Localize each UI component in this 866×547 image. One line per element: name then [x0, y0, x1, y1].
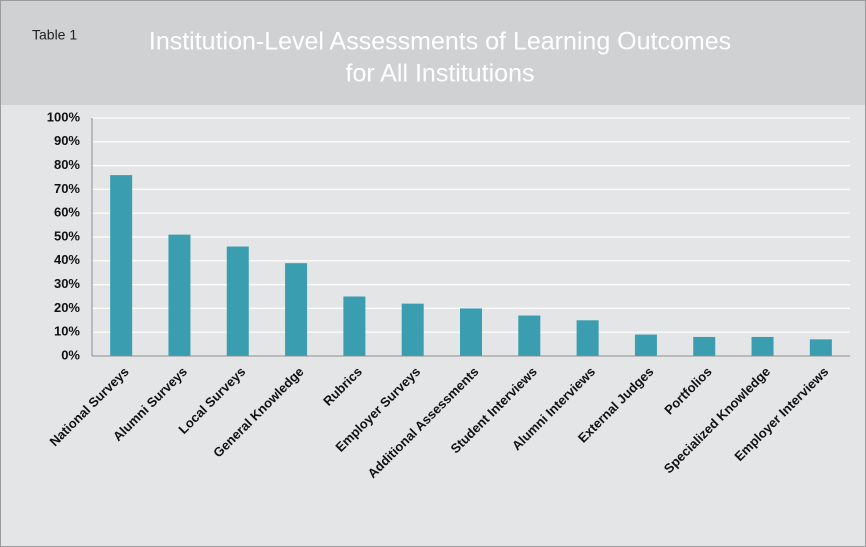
- bar: [110, 175, 133, 356]
- y-tick-label: 30%: [54, 276, 80, 291]
- bar: [576, 320, 599, 356]
- bar: [168, 234, 191, 356]
- y-tick-label: 20%: [54, 300, 80, 315]
- bar: [401, 303, 424, 356]
- bar: [809, 339, 832, 356]
- title-band: [1, 1, 865, 105]
- bar: [285, 263, 308, 356]
- y-tick-label: 50%: [54, 228, 80, 243]
- y-tick-label: 0%: [61, 347, 80, 362]
- chart-title: for All Institutions: [346, 60, 535, 88]
- bar: [693, 336, 716, 356]
- y-tick-label: 80%: [54, 157, 80, 172]
- chart-title: Institution-Level Assessments of Learnin…: [149, 28, 731, 56]
- y-tick-label: 10%: [54, 324, 80, 339]
- bar: [751, 336, 774, 356]
- bar: [518, 315, 541, 356]
- bar: [460, 308, 482, 356]
- table-label: Table 1: [32, 27, 77, 43]
- y-tick-label: 70%: [54, 181, 80, 196]
- bar: [634, 334, 657, 356]
- bar: [226, 246, 249, 356]
- bar: [343, 296, 366, 356]
- y-tick-label: 100%: [47, 109, 81, 124]
- y-tick-label: 90%: [54, 133, 80, 148]
- y-tick-label: 60%: [54, 205, 80, 220]
- y-tick-label: 40%: [54, 252, 80, 267]
